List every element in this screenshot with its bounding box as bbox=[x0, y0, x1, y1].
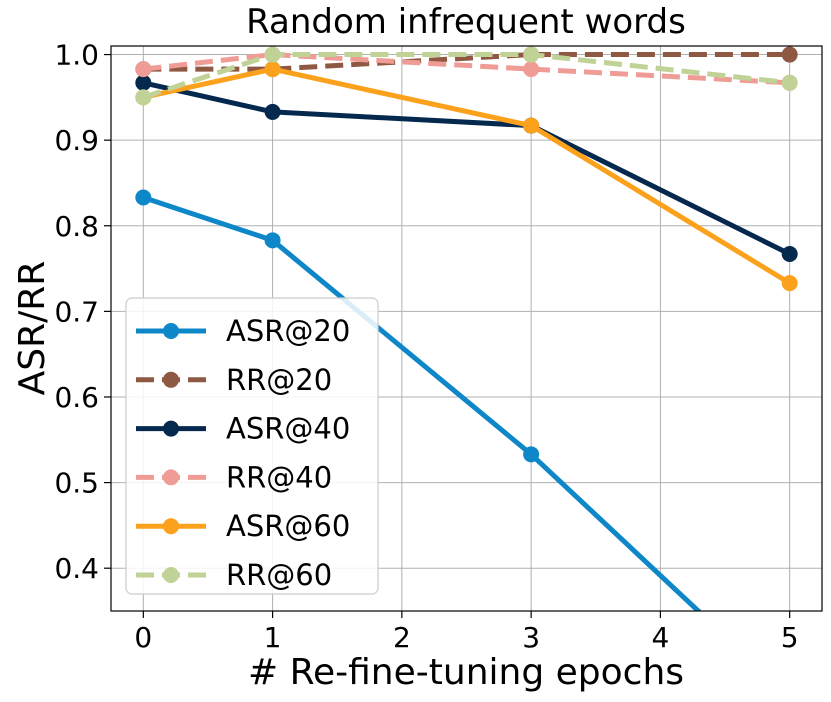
chart-title: Random infrequent words bbox=[246, 2, 686, 42]
x-axis-ticks: 0 1 2 3 4 5 bbox=[134, 611, 799, 654]
legend-swatch-marker bbox=[163, 469, 179, 486]
legend-entry-asr-40: ASR@40 bbox=[136, 412, 350, 446]
y-tick-label: 0.5 bbox=[54, 467, 99, 500]
x-tick-label: 1 bbox=[264, 621, 282, 654]
y-axis-ticks: 0.4 0.5 0.6 0.7 0.8 0.9 1.0 bbox=[54, 39, 111, 585]
legend-swatch-marker bbox=[163, 323, 179, 339]
series-asr-60 bbox=[135, 61, 798, 292]
y-tick-label: 0.6 bbox=[54, 381, 99, 414]
legend-swatch-marker bbox=[163, 567, 179, 583]
data-point-asr-60 bbox=[523, 117, 540, 134]
data-point-rr-40 bbox=[523, 61, 540, 78]
legend-frame bbox=[125, 297, 379, 595]
series-line-rr-40 bbox=[143, 52, 790, 86]
data-point-asr-40 bbox=[781, 246, 798, 263]
data-point-asr-40 bbox=[264, 103, 281, 120]
y-tick-label: 1.0 bbox=[54, 39, 99, 72]
x-tick-label: 5 bbox=[781, 621, 799, 654]
series-line-asr-20 bbox=[142, 195, 702, 611]
series-line-asr-40 bbox=[142, 80, 791, 257]
y-tick-label: 0.9 bbox=[54, 124, 99, 157]
legend-label: ASR@20 bbox=[226, 314, 350, 348]
x-tick-label: 3 bbox=[522, 621, 540, 654]
legend-label: ASR@60 bbox=[226, 509, 350, 543]
legend-entry-asr-60: ASR@60 bbox=[136, 509, 350, 543]
legend-label: ASR@40 bbox=[226, 412, 350, 446]
data-point-asr-40 bbox=[135, 74, 152, 91]
series-line-rr-60 bbox=[142, 52, 790, 100]
data-point-rr-60 bbox=[781, 74, 798, 91]
series-line-rr-20 bbox=[143, 52, 790, 72]
legend-entry-asr-20: ASR@20 bbox=[136, 314, 350, 348]
data-point-rr-60 bbox=[135, 89, 152, 106]
data-point-rr-60 bbox=[523, 46, 540, 63]
data-point-asr-60 bbox=[264, 61, 281, 78]
y-tick-label: 0.8 bbox=[54, 210, 99, 243]
data-point-asr-20 bbox=[782, 689, 798, 702]
x-tick-label: 0 bbox=[134, 621, 152, 654]
legend-entry-rr-20: RR@20 bbox=[136, 363, 332, 397]
data-point-asr-20 bbox=[264, 232, 281, 249]
data-point-rr-40 bbox=[135, 61, 152, 78]
legend-label: RR@60 bbox=[226, 558, 332, 592]
series-asr-40 bbox=[135, 74, 798, 263]
y-tick-label: 0.7 bbox=[54, 295, 99, 328]
data-point-rr-60 bbox=[264, 46, 281, 63]
y-axis-label: ASR/RR bbox=[12, 261, 53, 396]
data-point-asr-20 bbox=[523, 446, 540, 463]
data-point-asr-60 bbox=[781, 275, 798, 292]
legend-swatch-marker bbox=[163, 420, 179, 437]
series-layer bbox=[135, 46, 798, 702]
x-tick-label: 4 bbox=[651, 621, 669, 654]
x-tick-label: 2 bbox=[393, 621, 411, 654]
series-line-asr-60 bbox=[142, 66, 791, 286]
y-tick-label: 0.4 bbox=[54, 552, 99, 585]
series-rr-60 bbox=[135, 46, 798, 106]
legend-label: RR@40 bbox=[226, 460, 332, 494]
plot-frame bbox=[110, 45, 823, 612]
legend-swatch-marker bbox=[163, 371, 179, 388]
x-axis-label: # Re-fine-tuning epochs bbox=[248, 652, 684, 693]
legend-swatch-marker bbox=[163, 518, 179, 535]
legend-label: RR@20 bbox=[226, 363, 332, 397]
legend-entry-rr-60: RR@60 bbox=[136, 558, 332, 592]
series-asr-20 bbox=[135, 189, 798, 702]
data-point-asr-20 bbox=[135, 189, 152, 206]
legend-entry-rr-40: RR@40 bbox=[136, 460, 332, 494]
data-point-rr-20 bbox=[781, 46, 798, 63]
legend: ASR@20 RR@20 ASR@40 RR@40 ASR@60 RR@60 bbox=[125, 297, 379, 595]
